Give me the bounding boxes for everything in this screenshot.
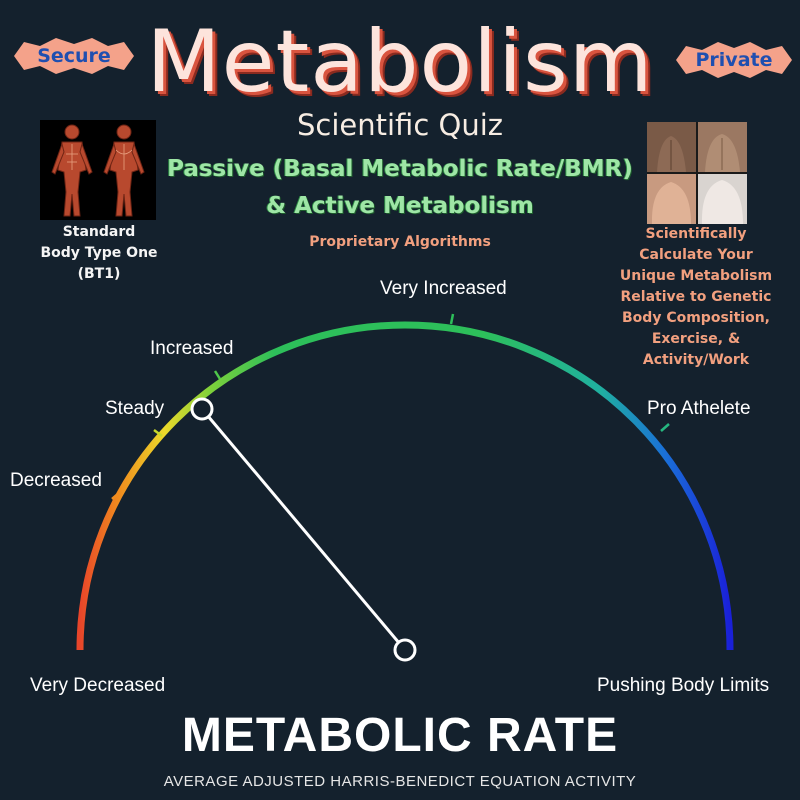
- private-badge: Private: [672, 40, 796, 80]
- gauge-ticks: [111, 313, 670, 500]
- secure-badge: Secure: [10, 36, 138, 76]
- secure-badge-shape: [14, 38, 134, 74]
- label-pushing-limits: Pushing Body Limits: [597, 675, 770, 696]
- caption-line: Body Type One: [40, 245, 158, 261]
- page-subtitle: Scientific Quiz: [297, 108, 503, 142]
- label-steady: Steady: [105, 398, 165, 419]
- caption-line: Body Composition,: [622, 310, 770, 326]
- equation-subtitle: AVERAGE ADJUSTED HARRIS-BENEDICT EQUATIO…: [163, 773, 637, 790]
- tick-increased: [213, 370, 222, 380]
- standard-body-type-caption: Standard Body Type One (BT1): [20, 222, 178, 285]
- caption-line: (BT1): [77, 266, 121, 282]
- body-photos-collage: [647, 122, 747, 224]
- tagline: Proprietary Algorithms: [309, 234, 491, 250]
- caption-line: Standard: [62, 224, 136, 240]
- tick-very-increased: [449, 313, 455, 325]
- caption-line: Unique Metabolism: [619, 268, 773, 284]
- caption-line: Calculate Your: [639, 247, 753, 263]
- secure-badge-label: Secure: [37, 45, 111, 67]
- caption-line: Exercise, &: [651, 331, 741, 347]
- label-pro-athlete: Pro Athelete: [647, 398, 751, 419]
- label-increased: Increased: [150, 338, 234, 359]
- caption-line: Activity/Work: [642, 352, 750, 368]
- label-decreased: Decreased: [10, 470, 102, 491]
- passive-metabolism-heading: Passive (Basal Metabolic Rate/BMR): [167, 156, 633, 182]
- label-very-decreased: Very Decreased: [30, 675, 166, 696]
- active-metabolism-heading: & Active Metabolism: [266, 193, 534, 219]
- metabolic-rate-title: METABOLIC RATE: [181, 709, 619, 762]
- calculate-metabolism-caption: Scientifically Calculate Your Unique Met…: [596, 224, 796, 371]
- gauge-arc: [76, 321, 734, 651]
- label-very-increased: Very Increased: [380, 278, 507, 299]
- page-title: Metabolism: [146, 12, 654, 112]
- gauge-needle-tip: [190, 397, 214, 421]
- gauge-pivot: [393, 638, 417, 662]
- private-badge-shape: [676, 42, 792, 78]
- gauge-needle: [200, 408, 407, 651]
- tick-decreased: [111, 491, 121, 500]
- caption-line: Scientifically: [645, 226, 747, 242]
- private-badge-label: Private: [695, 49, 773, 71]
- tick-pro-athlete: [660, 423, 670, 432]
- anatomy-figure-image: [40, 120, 156, 220]
- tick-steady: [153, 429, 163, 437]
- caption-line: Relative to Genetic: [620, 289, 772, 305]
